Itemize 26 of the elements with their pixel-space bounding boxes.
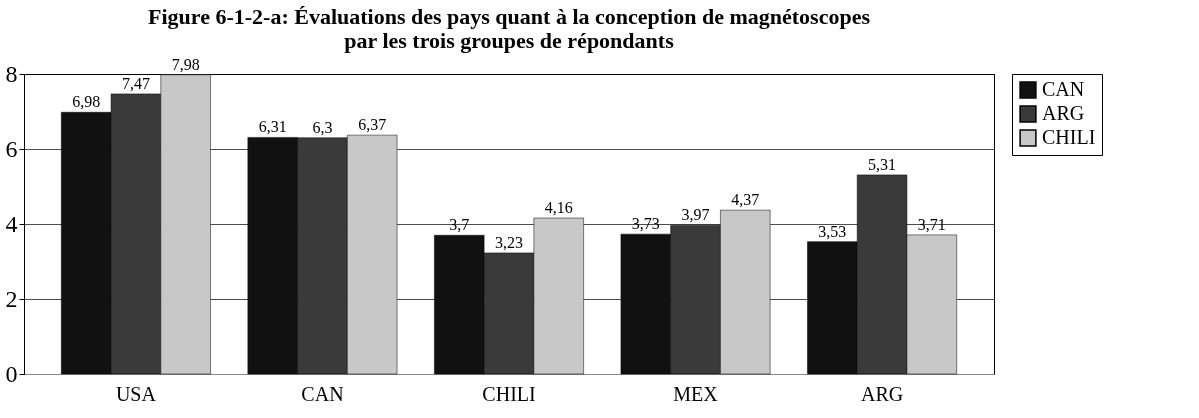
chart-title: Figure 6-1-2-a: Évaluations des pays quant à la conception de magnétoscopes par les trois groupes de répondants <box>148 3 871 53</box>
legend-label: ARG <box>1042 102 1085 124</box>
y-tick-label: 4 <box>5 210 18 237</box>
y-tick-label: 0 <box>5 360 18 387</box>
data-label: 6,31 <box>258 118 287 136</box>
x-tick-label: CAN <box>301 382 344 405</box>
y-tick-label: 6 <box>5 135 18 162</box>
legend-label: CHILI <box>1042 126 1096 148</box>
data-label: 7,47 <box>121 74 150 92</box>
x-tick-label: CHILI <box>482 382 536 405</box>
y-tick-label: 8 <box>5 60 18 87</box>
data-label: 3,97 <box>681 206 710 224</box>
data-label: 6,3 <box>312 118 333 136</box>
y-tick-label: 2 <box>5 285 18 312</box>
data-label: 4,16 <box>544 199 573 216</box>
x-tick-label: ARG <box>860 382 904 405</box>
x-tick-label: USA <box>115 382 157 405</box>
legend-label: CAN <box>1042 78 1085 100</box>
data-label: 3,23 <box>495 233 523 251</box>
data-label: 5,31 <box>868 155 897 173</box>
data-label: 3,53 <box>818 222 847 240</box>
data-label: 6,37 <box>358 116 387 134</box>
x-tick-label: MEX <box>673 382 719 405</box>
data-label: 6,98 <box>72 93 101 111</box>
data-label: 7,98 <box>171 55 200 73</box>
data-label: 4,37 <box>731 191 760 209</box>
